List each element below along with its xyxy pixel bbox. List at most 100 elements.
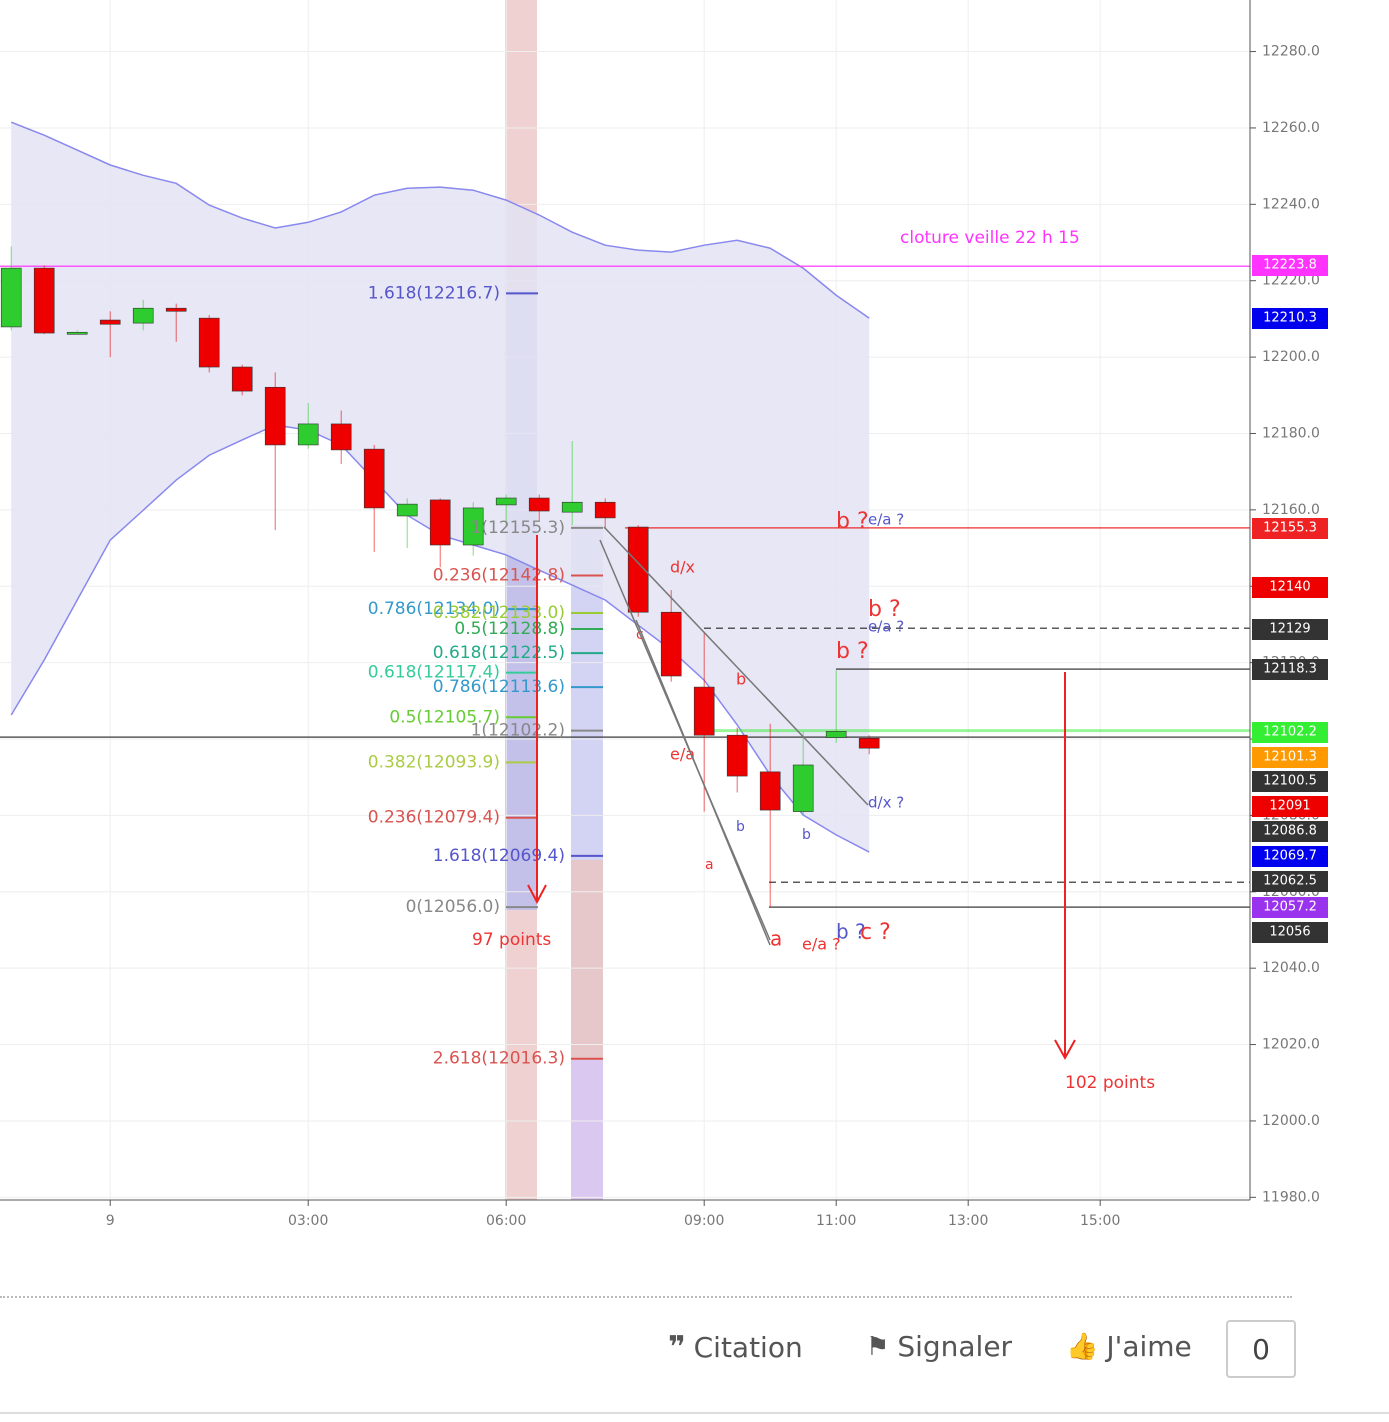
candle-body	[330, 423, 352, 451]
fib-label: 0.382(12093.9)	[368, 752, 500, 772]
price-tag-label: 12062.5	[1263, 874, 1317, 889]
annotation: b ?	[836, 639, 869, 664]
price-tag	[1252, 922, 1328, 943]
candle-body	[198, 317, 220, 368]
candle-body	[429, 499, 451, 546]
fib-label: 0.786(12113.6)	[433, 677, 565, 697]
price-tag-label: 12086.8	[1263, 824, 1317, 839]
annotation: e/a ?	[868, 511, 904, 529]
price-tag	[1252, 897, 1328, 918]
price-tag	[1252, 518, 1328, 539]
price-tag-label: 12102.2	[1263, 725, 1317, 740]
fib-label: 1(12155.3)	[471, 518, 565, 538]
candle-body	[594, 501, 616, 519]
x-tick-label: 06:00	[486, 1213, 526, 1229]
price-tag	[1252, 722, 1328, 743]
fib-label: 0(12056.0)	[406, 897, 500, 917]
annotation: b	[736, 819, 745, 835]
fib-label: 1.618(12069.4)	[433, 846, 565, 866]
candle-body	[693, 686, 715, 736]
quote-button[interactable]: ❞ Citation	[668, 1330, 803, 1365]
y-tick-label: 12040.0	[1262, 960, 1320, 976]
chart: 1.618(12216.7) 1(12155.3) 0.236(12142.8) 0.…	[0, 0, 1328, 1229]
quote-icon: ❞	[668, 1330, 686, 1365]
arrows	[527, 535, 1076, 1061]
price-tag	[1252, 796, 1328, 817]
quote-label: Citation	[693, 1331, 803, 1364]
annotation: b	[802, 827, 811, 843]
separator	[0, 1412, 1389, 1414]
price-tag-label: 12101.3	[1263, 750, 1317, 765]
fib-label: 0.382(12133.0)	[433, 603, 565, 623]
candle-body	[132, 307, 154, 324]
separator	[0, 1296, 1292, 1298]
band-fill	[11, 122, 870, 853]
fib-label: 0.236(12079.4)	[368, 808, 500, 828]
annotation: b ?	[868, 597, 901, 622]
annotation: b	[736, 670, 746, 689]
y-tick-label: 12180.0	[1262, 425, 1320, 441]
candle-body	[528, 497, 550, 512]
y-tick-label: 12280.0	[1262, 44, 1320, 60]
candle-body	[66, 331, 88, 335]
x-tick-label: 13:00	[948, 1213, 988, 1229]
price-tag-label: 12069.7	[1263, 849, 1317, 864]
candle-body	[660, 611, 682, 677]
annotation: e/a ?	[868, 618, 904, 636]
price-tag-label: 12129	[1269, 622, 1310, 637]
annotation: b ?	[836, 920, 866, 944]
price-tag	[1252, 619, 1328, 640]
x-tick-label: 09:00	[684, 1213, 724, 1229]
candle-body	[858, 737, 880, 749]
fib-label: 2.618(12016.3)	[433, 1049, 565, 1069]
annotation: 102 points	[1065, 1073, 1155, 1093]
x-tick-label: 03:00	[288, 1213, 328, 1229]
price-tag	[1252, 871, 1328, 892]
candle-body	[792, 764, 814, 812]
price-tag	[1252, 577, 1328, 598]
price-tag	[1252, 747, 1328, 768]
candle-body	[759, 771, 781, 811]
fib-label: 1(12102.2)	[471, 721, 565, 741]
annotation: d/x	[670, 558, 695, 577]
price-tag-label: 12100.5	[1263, 774, 1317, 789]
x-tick-label: 15:00	[1080, 1213, 1120, 1229]
band-line	[10, 121, 870, 319]
annotation: b ?	[836, 509, 869, 534]
price-tag	[1252, 771, 1328, 792]
y-tick-label: 12220.0	[1262, 273, 1320, 289]
price-tag	[1252, 308, 1328, 329]
fib-label: 0.786(12134.0)	[368, 599, 500, 619]
time-zone	[571, 1060, 603, 1200]
price-tag	[1252, 255, 1328, 276]
trend-line	[635, 619, 771, 946]
fib-label: 0.5(12105.7)	[389, 707, 500, 727]
like-label: J'aime	[1106, 1330, 1192, 1363]
y-tick-label: 12000.0	[1262, 1113, 1320, 1129]
candle-body	[825, 731, 847, 738]
candle-body	[0, 267, 22, 328]
candle-body	[165, 307, 187, 312]
candle-body	[495, 497, 517, 506]
y-tick-label: 12240.0	[1262, 196, 1320, 212]
trend-line	[603, 526, 869, 806]
x-tick-label: 9	[106, 1213, 115, 1229]
like-count: 0	[1226, 1320, 1296, 1378]
flag-icon: ⚑	[866, 1331, 890, 1362]
price-tag-label: 12118.3	[1263, 662, 1317, 677]
x-tick-label: 11:00	[816, 1213, 856, 1229]
report-button[interactable]: ⚑ Signaler	[866, 1330, 1012, 1363]
price-tag-label: 12056	[1269, 925, 1310, 940]
price-tag-label: 12091	[1269, 799, 1310, 814]
price-tag-label: 12140	[1269, 580, 1310, 595]
annotation: c ?	[860, 920, 891, 945]
y-tick-label: 12260.0	[1262, 120, 1320, 136]
price-tag-label: 12210.3	[1263, 311, 1317, 326]
price-tag	[1252, 821, 1328, 842]
like-button[interactable]: 👍 J'aime	[1066, 1330, 1192, 1363]
candle-body	[561, 501, 583, 513]
plot-layer: 1.618(12216.7) 1(12155.3) 0.236(12142.8) 0.…	[0, 0, 1250, 1200]
y-tick-label: 11980.0	[1262, 1189, 1320, 1205]
fib-label: 0.618(12117.4)	[368, 663, 500, 683]
